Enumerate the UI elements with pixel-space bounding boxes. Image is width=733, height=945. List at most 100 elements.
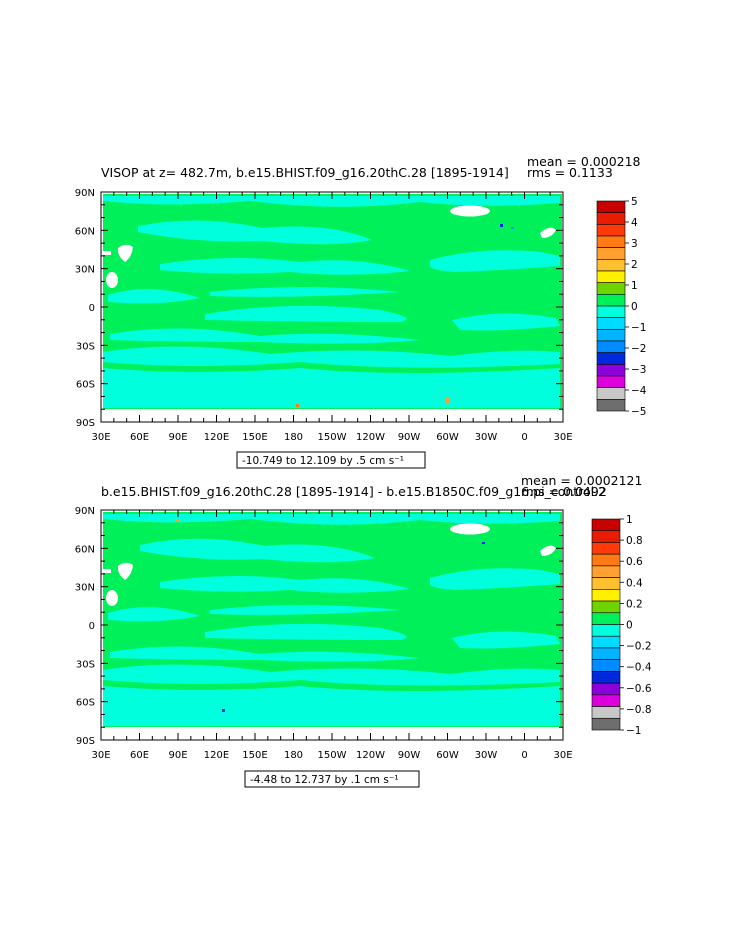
panel-1-colorbar-swatch [596, 282, 626, 295]
panel-2-colorbar-swatch [591, 518, 621, 532]
panel-2-colorbar-swatch [591, 542, 621, 555]
panel-2-colorbar-label: 0.8 [626, 535, 643, 547]
panel-2-colorbar-label: 1 [626, 514, 633, 526]
panel-1-band-pacific-25n [160, 257, 410, 275]
panel-2-x-tick-label: 150E [242, 750, 267, 761]
panel-2-colorbar-swatch [591, 612, 621, 625]
panel-1-colorbar-swatch [596, 305, 626, 318]
panel-2-y-tick-label: 90N [75, 506, 95, 517]
panel-1-x-tick-label: 30E [553, 432, 572, 443]
panel-1-y-tick-label: 30N [75, 265, 95, 276]
panel-1-y-tick-label: 30S [76, 341, 95, 352]
panel-2-x-tick-label: 90W [398, 750, 421, 761]
panel-1-x-tick-label: 180 [284, 432, 303, 443]
panel-1-band-indian [108, 289, 200, 304]
panel-1-colorbar-swatch [596, 352, 626, 365]
panel-1-colorbar: 5 4 3 2 1 0 −1 −2 −3 −4 −5 [596, 196, 647, 418]
panel-2-land-korea [103, 569, 111, 573]
panel-1-outlier-northatlantic [500, 224, 503, 227]
panel-2-colorbar-swatch [591, 682, 621, 696]
panel-2-band-south-15s [110, 646, 420, 662]
panel-2-colorbar-swatch [591, 659, 621, 672]
panel-1-land-japan [117, 244, 133, 262]
panel-2-land-japan [117, 562, 133, 580]
panel-1-x-tick-label: 150E [242, 432, 267, 443]
panel-1-land-greenland [450, 205, 490, 217]
panel-1-band-acc-inner [103, 362, 560, 373]
panel-1-y-tick-label: 0 [89, 303, 95, 314]
panel-1-x-tick-labels: 30E 60E 90E 120E 150E 180 150W 120W 90W 60W 30W 0 30… [91, 432, 572, 443]
panel-2-colorbar-swatch [591, 624, 621, 637]
panel-2-colorbar-label: −0.2 [626, 641, 652, 653]
panel-2-band-indian [108, 607, 200, 622]
panel-2-colorbar: 1 0.8 0.6 0.4 0.2 0 −0.2 −0.4 −0.6 −0.8 −1 [591, 514, 652, 737]
panel-1-colorbar-swatch [596, 294, 626, 307]
panel-2-y-ticks [101, 509, 563, 741]
panel-2-band-pacific-eq-n [210, 605, 400, 615]
panel-1-band-southern-ocean [103, 346, 560, 408]
panel-2-band-atlantic-south [452, 631, 560, 649]
panel-2-colorbar-swatch [591, 647, 621, 660]
panel-2-y-tick-label: 60S [76, 698, 95, 709]
panel-1-colorbar-swatch [596, 399, 626, 412]
panel-2-colorbar-label: −0.8 [626, 704, 652, 716]
panel-2-colorbar-label: 0.4 [626, 577, 643, 589]
panel-1-colorbar-swatch [596, 364, 626, 377]
panel-1-outlier-drake [446, 397, 450, 403]
panel-1-colorbar-swatch [596, 329, 626, 342]
panel-2-colorbar-swatch [591, 671, 621, 684]
panel-2-x-tick-label: 60W [436, 750, 459, 761]
panel-1-colorbar-swatch [596, 375, 626, 388]
panel-1-axes [100, 191, 564, 423]
panel-1-colorbar-swatch [596, 387, 626, 400]
panel-1-x-tick-label: 60E [130, 432, 149, 443]
panel-1-x-tick-label: 60W [436, 432, 459, 443]
panel-1-mean: mean = 0.000218 [527, 154, 641, 169]
panel-2-colorbar-swatch [591, 553, 621, 567]
panel-1-colorbar-swatch [596, 235, 626, 248]
panel-2-x-tick-label: 120W [356, 750, 385, 761]
panel-1-x-tick-label: 120E [204, 432, 229, 443]
panel-2-title: b.e15.BHIST.f09_g16.20thC.28 [1895-1914]… [101, 484, 606, 499]
panel-1-band-pacific-eq-n [210, 287, 400, 297]
panel-2-land-greenland [450, 523, 490, 535]
panel-2-outlier-arctic [176, 520, 179, 522]
panel-1-colorbar-label: −2 [631, 343, 646, 355]
panel-2-outlier-south [222, 709, 225, 712]
panel-2-band-arctic [103, 514, 560, 525]
panel-2-land-philippines [106, 590, 118, 606]
panel-2-y-tick-label: 30N [75, 583, 95, 594]
panel-1-outlier-norwegian [511, 227, 514, 229]
panel-2-colorbar-swatch [591, 717, 621, 731]
panel-1-x-tick-label: 90E [168, 432, 187, 443]
panel-2-band-northpacific [140, 538, 375, 563]
panel-1-x-ticks [100, 192, 564, 422]
panel-2-band-pacific-25n [160, 575, 410, 593]
panel-1-outlier-ross [296, 404, 299, 407]
panel-1-colorbar-swatch [596, 317, 626, 330]
panel-2-y-tick-label: 60N [75, 544, 95, 555]
panel-1-band-arctic [103, 196, 560, 207]
panel-2-x-tick-label: 30E [91, 750, 110, 761]
panel-1-contour-info-box [236, 451, 426, 469]
panel-2-y-tick-label: 0 [89, 621, 95, 632]
panel-1-colorbar-label: −5 [631, 406, 646, 418]
panel-2-x-tick-label: 30W [475, 750, 498, 761]
panel-1-colorbar-label: −4 [631, 385, 647, 397]
panel-1-colorbar-label: 3 [631, 238, 638, 250]
panel-1-y-ticks [101, 191, 563, 423]
panel-1-band-northpacific [138, 220, 372, 245]
panel-1-colorbar-label: 5 [631, 196, 638, 208]
panel-1-y-tick-label: 90N [75, 188, 95, 199]
panel-2-rms: rms = 0.0492 [521, 484, 607, 499]
panel-1-band-atlantic-30n [430, 250, 560, 272]
panel-2-colorbar-label: −0.6 [626, 683, 652, 695]
panel-1-x-tick-label: 90W [398, 432, 421, 443]
panel-1-colorbar-label: −1 [631, 322, 646, 334]
panel-2-colorbar-label: −1 [626, 725, 641, 737]
panel-1-colorbar-swatch [596, 200, 626, 213]
panel-2-x-tick-label: 60E [130, 750, 149, 761]
panel-1-x-tick-label: 150W [318, 432, 347, 443]
panel-2-colorbar-swatch [591, 635, 621, 649]
panel-2-x-tick-label: 30E [553, 750, 572, 761]
